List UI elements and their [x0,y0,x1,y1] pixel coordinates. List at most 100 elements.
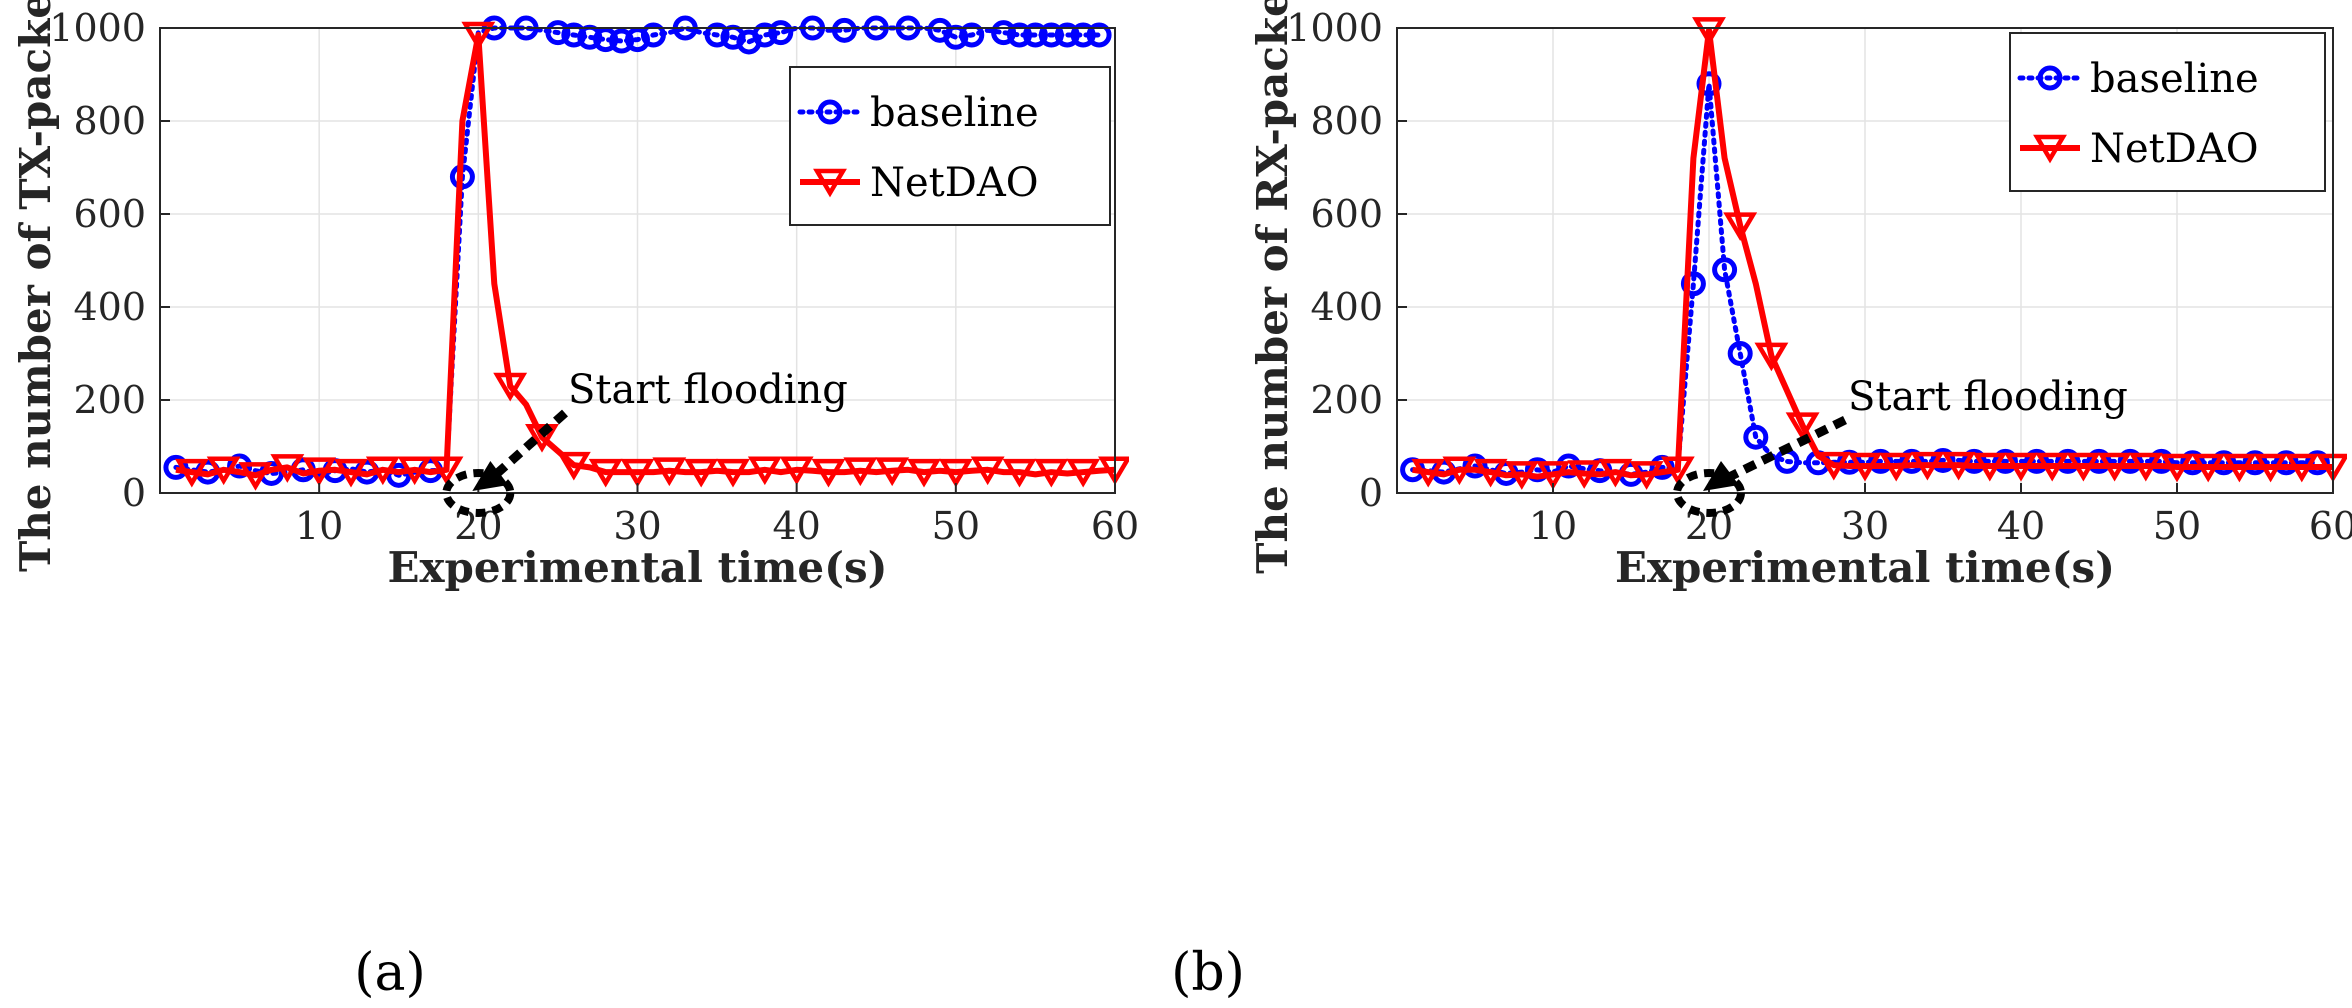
data-point-netdao [938,458,973,488]
data-point-netdao [1473,458,1508,488]
legend: baseline NetDAO [2009,32,2326,192]
data-point-netdao [1002,458,1037,488]
data-point-baseline [1727,341,1753,366]
data-point-netdao [2160,453,2194,483]
data-point-baseline [768,20,794,46]
y-tick-label: 200 [1310,378,1383,422]
y-tick-label: 0 [122,471,146,515]
x-axis-label: Experimental time(s) [387,543,887,592]
data-point-baseline [2086,448,2112,474]
data-point-baseline [2242,450,2268,476]
data-point-netdao [493,372,528,402]
data-point-baseline [991,20,1017,46]
y-axis-label: The number of TX-packets [11,0,60,572]
annotation: Start flooding [1673,374,2128,517]
data-point-baseline [609,28,635,54]
x-tick-label: 60 [2309,504,2352,548]
y-tick-label: 200 [73,378,146,422]
panel-label: (b) [1171,943,1245,1003]
legend-box [2009,32,2326,192]
data-point-netdao [716,458,750,488]
x-tick-label: 50 [2153,504,2201,548]
data-point-netdao [2191,453,2226,483]
data-point-baseline [2211,450,2237,476]
data-point-netdao [1941,451,1976,481]
data-point-netdao [1442,456,1477,486]
x-tick-label: 40 [772,504,820,548]
x-tick-label: 30 [613,504,661,548]
annotation-arrow [483,409,568,487]
legend-label-baseline: baseline [2090,56,2259,102]
data-point-baseline [1696,71,1722,97]
data-point-netdao [1692,17,1726,46]
x-tick-label: 40 [1997,504,2045,548]
y-tick-label: 800 [73,99,146,143]
data-point-baseline [640,22,666,48]
data-point-netdao [397,456,432,486]
legend-marker-baseline [2037,65,2063,91]
y-tick-label: 800 [1310,99,1383,143]
data-point-baseline [2180,450,2206,476]
annotation-circle [1673,469,1745,517]
data-point-netdao [206,456,241,486]
data-point-baseline [1556,453,1582,479]
data-point-netdao [1411,458,1446,488]
y-tick-label: 600 [73,192,146,236]
y-tick-label: 600 [1310,192,1383,236]
data-point-baseline [545,20,571,46]
annotation-text: Start flooding [1848,374,2128,420]
annotation-text: Start flooding [568,367,848,413]
y-axis-label: The number of RX-packets [1248,0,1297,574]
data-point-baseline [1961,448,1987,474]
data-point-netdao [238,462,273,491]
data-point-baseline [386,462,412,488]
data-point-netdao [365,456,400,486]
annotation: Start flooding [442,367,848,517]
data-point-baseline [2055,448,2081,474]
data-point-netdao [1567,460,1602,489]
data-point-netdao [1972,452,2007,482]
data-point-netdao [684,458,719,488]
data-point-baseline [1992,448,2018,474]
data-point-netdao [2066,452,2101,482]
data-point-netdao [2097,452,2132,482]
data-point-netdao [525,423,559,453]
data-point-netdao [2253,453,2288,483]
data-point-netdao [970,456,1005,486]
data-point-baseline [752,22,778,48]
chart-panel-b: 10 20 30 40 50 6002004006008001000Experimenta… [1171,0,2352,1003]
data-point-baseline [2024,448,2050,474]
y-tick-label: 400 [1310,285,1383,329]
data-point-netdao [1066,458,1101,488]
data-point-netdao [1660,456,1695,486]
data-point-netdao [843,457,878,487]
data-point-netdao [1816,451,1851,481]
data-point-baseline [2148,448,2174,474]
data-point-baseline [1930,447,1956,473]
data-point-netdao [1754,342,1789,372]
data-point-netdao [461,21,496,51]
data-point-netdao [1723,212,1758,242]
series-netdao [174,21,1129,491]
data-point-baseline [1070,22,1096,48]
data-point-baseline [1007,22,1032,48]
data-point-baseline [1899,448,1925,474]
data-point-netdao [875,457,910,487]
panel-label: (a) [354,943,426,1003]
data-point-netdao [620,458,655,488]
data-point-netdao [652,457,687,487]
data-point-netdao [2004,452,2038,482]
data-point-netdao [1879,452,1914,482]
data-point-baseline [2117,448,2143,474]
data-point-baseline [1022,22,1048,48]
data-point-baseline [959,22,985,48]
data-point-baseline [1054,22,1080,48]
data-point-netdao [1629,461,1664,490]
annotation-arrow [1715,415,1847,488]
data-point-netdao [779,456,814,486]
data-point-baseline [831,17,857,43]
legend: baseline NetDAO [789,66,1111,226]
data-point-baseline [704,22,730,48]
data-point-netdao [588,458,623,488]
data-point-baseline [561,22,587,48]
